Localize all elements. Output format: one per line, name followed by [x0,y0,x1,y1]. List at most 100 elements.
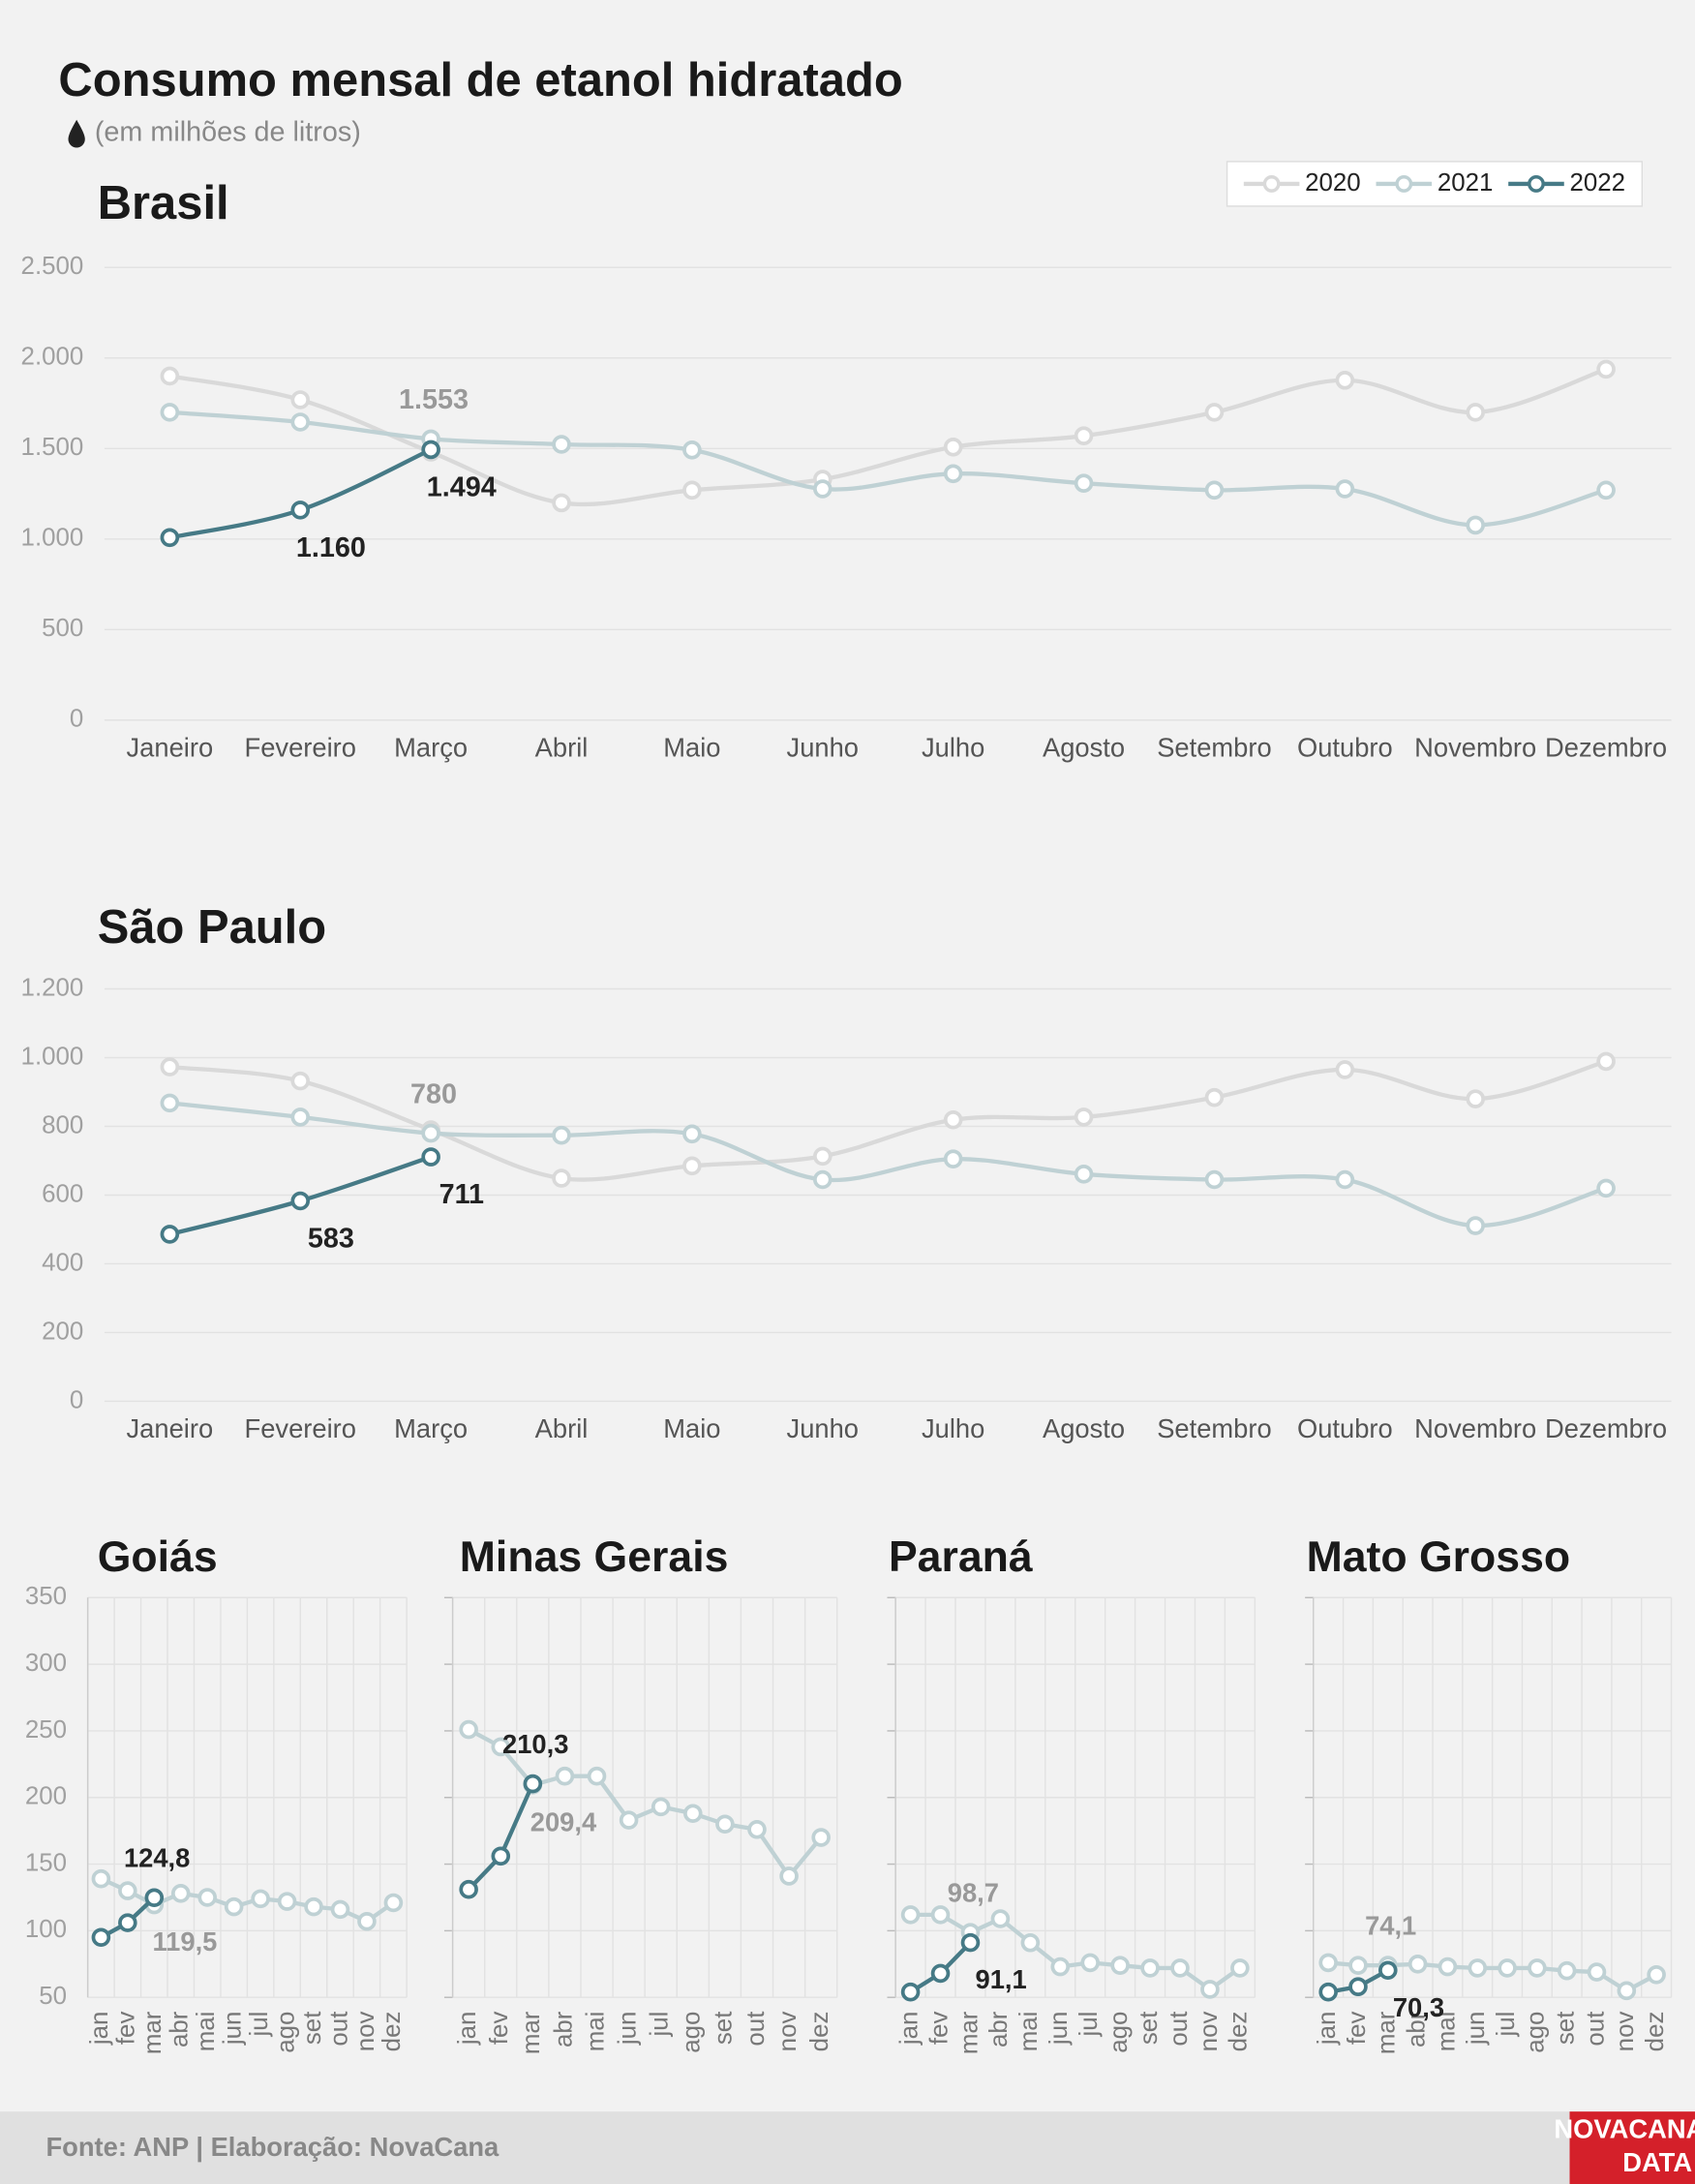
point [290,412,311,432]
x-tick-label: mar [1374,2011,1401,2054]
point [552,493,571,513]
x-tick-label: mai [582,2012,609,2052]
x-tick-label: dez [1226,2012,1253,2052]
x-tick-label: jan [86,2012,113,2047]
page-subtitle: (em milhões de litros) [95,117,361,148]
point [682,1156,702,1176]
y-tick-label: 250 [25,1716,67,1744]
x-tick-label: Novembro [1414,1413,1536,1443]
x-tick-label: mai [1433,2012,1460,2052]
point [1348,1977,1368,1996]
x-tick-label: fev [486,2012,513,2046]
point [811,1828,831,1847]
x-tick-label: Dezembro [1545,732,1667,762]
point [943,464,963,484]
chart-title: Mato Grosso [1307,1533,1571,1581]
x-tick-label: ago [1105,2012,1133,2053]
point [1204,1169,1225,1190]
point [224,1896,244,1917]
y-tick-label: 400 [42,1249,83,1276]
point [1200,1980,1220,1999]
point [1587,1962,1607,1982]
value-label: 74,1 [1365,1910,1416,1940]
y-tick-label: 1.200 [21,974,84,1001]
x-tick-label: jan [1314,2012,1341,2047]
value-label: 583 [308,1223,354,1254]
x-tick-label: Abril [535,1413,589,1443]
point [990,1909,1011,1928]
point [1617,1981,1637,2001]
legend-label: 2022 [1570,169,1626,197]
y-tick-label: 300 [25,1650,67,1677]
x-tick-label: Janeiro [127,732,214,762]
x-tick-label: jul [246,2012,273,2038]
point [960,1932,981,1953]
x-tick-label: Janeiro [127,1413,214,1443]
value-label: 124,8 [124,1843,190,1873]
x-tick-label: Outubro [1297,732,1393,762]
point [197,1888,217,1907]
point [304,1896,323,1917]
x-tick-label: dez [806,2012,833,2052]
x-tick-label: set [299,2012,326,2046]
x-tick-label: Novembro [1414,732,1536,762]
legend-marker [1528,174,1545,193]
value-label: 780 [410,1078,457,1109]
y-tick-label: 2.500 [21,253,84,280]
logo-text: NOVACANA [1554,2114,1695,2144]
point [421,1123,440,1143]
y-tick-label: 1.000 [21,525,84,552]
x-tick-label: Fevereiro [245,1413,356,1443]
x-tick-label: Maio [663,1413,720,1443]
point [812,479,832,499]
point [290,500,311,520]
y-tick-label: 1.500 [21,434,84,461]
x-tick-label: mar [518,2011,545,2054]
x-tick-label: mar [139,2011,166,2054]
point [1335,1060,1355,1079]
point [1498,1958,1517,1978]
value-label: 98,7 [948,1878,999,1908]
x-tick-label: Março [394,1413,468,1443]
x-tick-label: set [1553,2012,1580,2046]
legend-label: 2021 [1438,169,1494,197]
value-label: 1.553 [399,384,469,415]
series-line [168,367,1607,507]
point [459,1719,478,1740]
x-tick-label: Abril [535,732,589,762]
y-tick-label: 600 [42,1180,83,1207]
point [160,366,180,386]
point [812,1169,832,1190]
point [1170,1958,1190,1978]
point [1110,1956,1130,1975]
point [943,1109,963,1130]
x-tick-label: nov [352,2012,379,2052]
x-tick-label: Setembro [1157,732,1271,762]
x-tick-label: Agosto [1043,732,1125,762]
point [1335,1169,1355,1190]
y-tick-label: 200 [42,1318,83,1345]
point [943,438,963,457]
x-tick-label: Outubro [1297,1413,1393,1443]
x-tick-label: abr [1403,2011,1430,2048]
x-tick-label: Junho [787,1413,859,1443]
chart-title: Paraná [889,1533,1033,1581]
point [930,1963,951,1984]
point [900,1905,921,1925]
point [357,1911,377,1931]
value-label: 210,3 [502,1729,568,1759]
chart-title: Minas Gerais [460,1533,729,1581]
point [290,1071,311,1091]
series-line [169,1101,1607,1228]
point [421,440,440,460]
point [1050,1956,1071,1977]
point [1466,515,1485,535]
point [1438,1956,1458,1977]
point [1378,1960,1398,1981]
x-tick-label: ago [272,2012,299,2053]
point [1596,1051,1616,1072]
point [1528,1958,1547,1978]
point [1557,1960,1577,1981]
x-tick-label: jun [220,2012,247,2047]
